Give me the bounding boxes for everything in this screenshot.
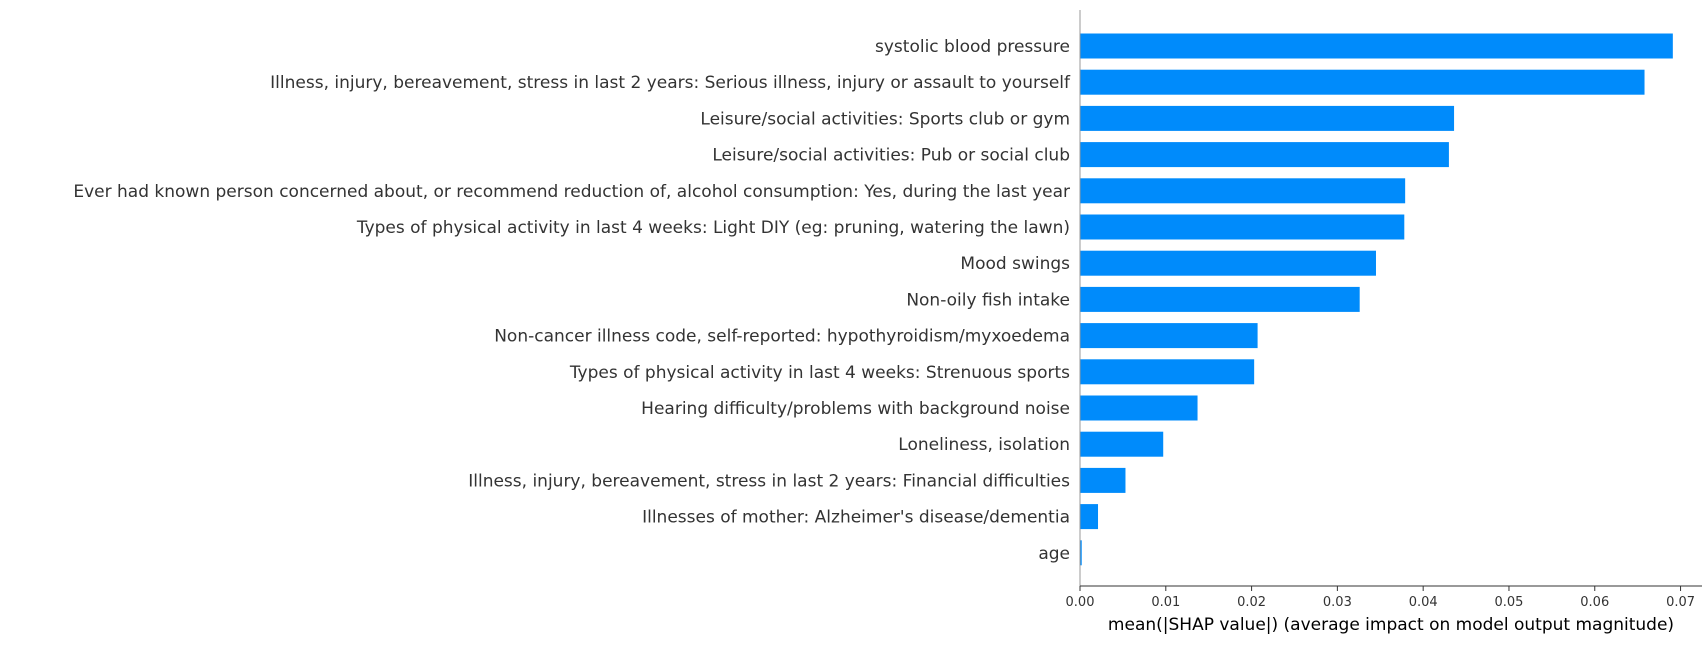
bar (1080, 323, 1258, 349)
x-axis-ticks: 0.00 0.01 0.02 0.03 0.04 0.05 0.06 0.07 (1066, 586, 1695, 610)
x-tick-label: 0.00 (1066, 595, 1095, 610)
category-label: age (1038, 544, 1070, 564)
bar (1080, 504, 1099, 530)
x-tick-label: 0.02 (1237, 595, 1266, 610)
bar (1080, 286, 1360, 312)
x-tick-label: 0.07 (1666, 595, 1695, 610)
category-label: Non-cancer illness code, self-reported: … (494, 327, 1070, 347)
category-label: systolic blood pressure (875, 37, 1070, 57)
bar (1080, 214, 1405, 240)
category-label: Illnesses of mother: Alzheimer's disease… (642, 508, 1070, 528)
bar (1080, 105, 1455, 131)
category-label: Loneliness, isolation (898, 435, 1070, 455)
category-label: Mood swings (960, 254, 1070, 274)
x-tick-label: 0.06 (1580, 595, 1609, 610)
bar (1080, 431, 1164, 457)
category-label: Illness, injury, bereavement, stress in … (468, 471, 1070, 491)
x-tick-label: 0.04 (1409, 595, 1438, 610)
bars-group (1080, 33, 1673, 566)
bar (1080, 395, 1198, 421)
category-label: Ever had known person concerned about, o… (73, 182, 1070, 202)
x-tick-label: 0.03 (1323, 595, 1352, 610)
x-tick-label: 0.05 (1494, 595, 1523, 610)
bar (1080, 467, 1126, 493)
bar (1080, 359, 1255, 385)
bar (1080, 178, 1406, 204)
category-label: Non-oily fish intake (906, 290, 1070, 310)
category-label: Illness, injury, bereavement, stress in … (270, 73, 1071, 93)
bar (1080, 540, 1082, 566)
category-label: Leisure/social activities: Pub or social… (712, 146, 1070, 166)
category-label: Types of physical activity in last 4 wee… (569, 363, 1070, 383)
category-labels: systolic blood pressure Illness, injury, … (73, 37, 1071, 564)
category-label: Hearing difficulty/problems with backgro… (641, 399, 1070, 419)
bar (1080, 69, 1645, 95)
category-label: Types of physical activity in last 4 wee… (356, 218, 1070, 238)
x-tick-label: 0.01 (1151, 595, 1180, 610)
x-axis-title: mean(|SHAP value|) (average impact on mo… (1108, 615, 1674, 635)
bar (1080, 142, 1449, 168)
bar (1080, 250, 1376, 276)
category-label: Leisure/social activities: Sports club o… (700, 109, 1070, 129)
bar (1080, 33, 1673, 59)
